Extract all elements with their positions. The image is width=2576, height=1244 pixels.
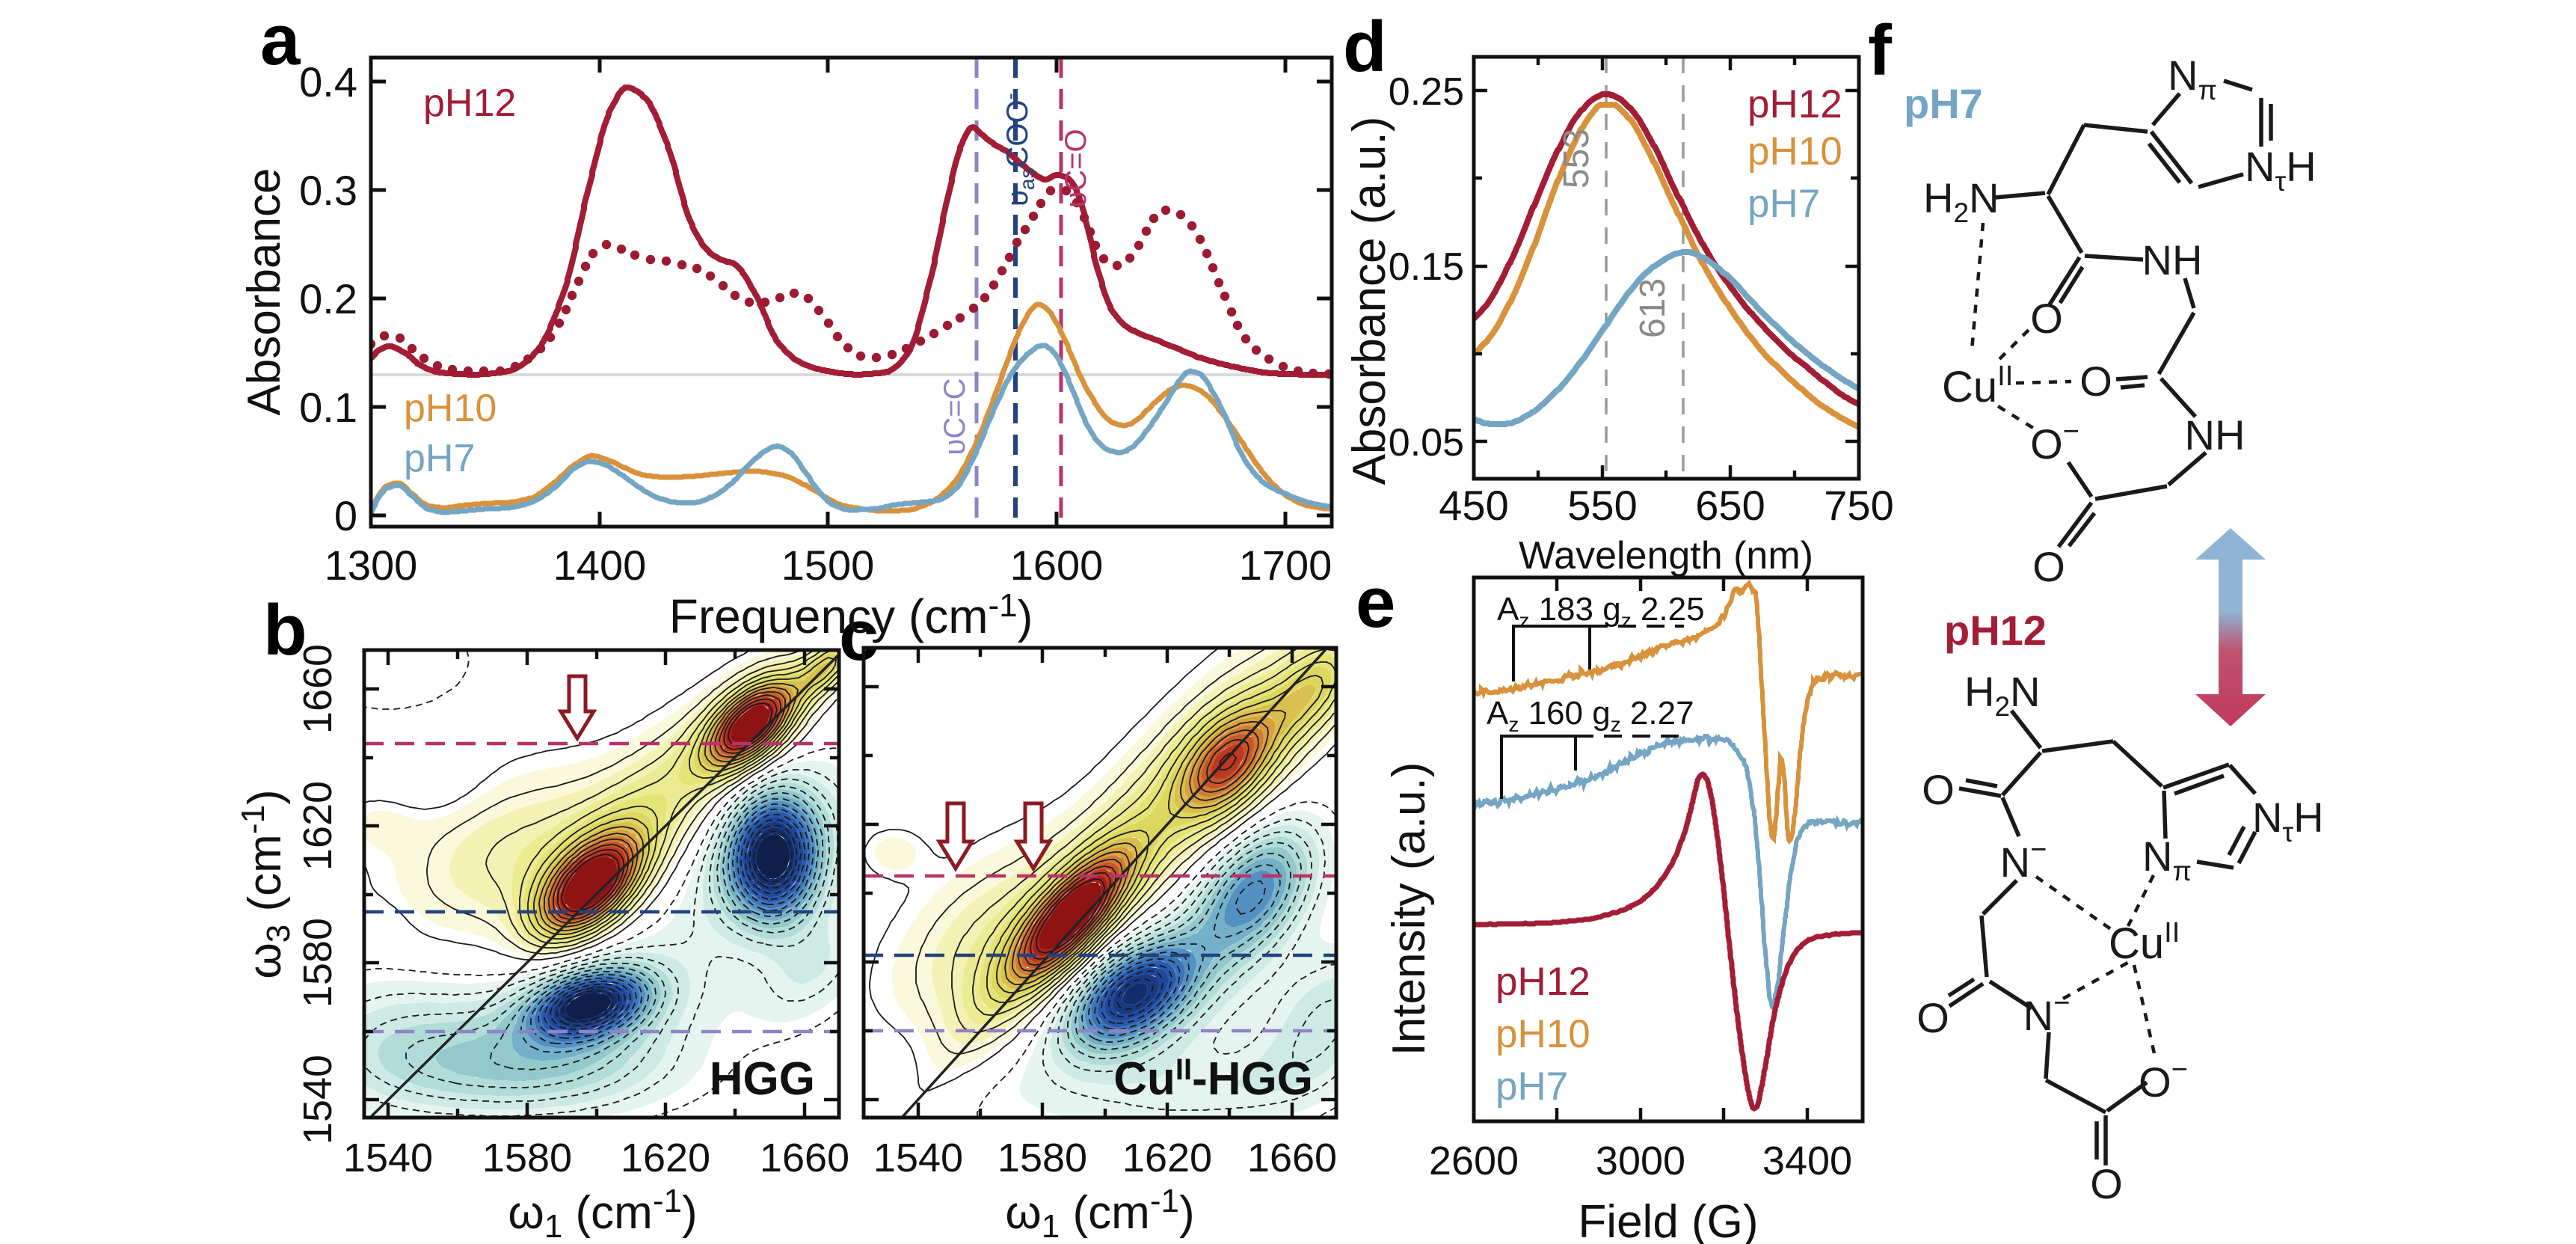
svg-text:pH12: pH12 [423, 82, 516, 125]
svg-text:O: O [2030, 295, 2063, 342]
svg-text:pH7: pH7 [1904, 80, 1983, 127]
svg-text:NH: NH [2142, 236, 2203, 284]
svg-text:0.1: 0.1 [299, 384, 357, 431]
svg-text:NτH: NτH [2245, 143, 2317, 197]
svg-text:pH10: pH10 [404, 387, 497, 430]
svg-text:1620: 1620 [1122, 1136, 1212, 1180]
svg-text:pH12: pH12 [1944, 607, 2047, 654]
svg-text:Az 183 gz 2.25: Az 183 gz 2.25 [1497, 591, 1705, 632]
svg-text:1500: 1500 [781, 542, 875, 589]
svg-text:Field (G): Field (G) [1578, 1196, 1758, 1244]
svg-text:3000: 3000 [1596, 1139, 1685, 1183]
svg-text:1620: 1620 [295, 781, 340, 871]
svg-text:750: 750 [1824, 482, 1893, 529]
svg-text:pH7: pH7 [1496, 1064, 1568, 1109]
svg-text:650: 650 [1695, 482, 1765, 529]
svg-text:0.05: 0.05 [1389, 421, 1464, 465]
svg-text:Absorbance: Absorbance [239, 168, 290, 416]
svg-text:1300: 1300 [325, 542, 418, 589]
svg-text:0.25: 0.25 [1389, 70, 1464, 114]
svg-text:1540: 1540 [873, 1136, 963, 1180]
svg-text:1540: 1540 [295, 1055, 340, 1145]
svg-text:a: a [260, 0, 301, 80]
svg-text:O: O [2032, 543, 2065, 590]
svg-text:0: 0 [334, 492, 357, 539]
svg-text:HGG: HGG [710, 1053, 815, 1105]
svg-text:CuII-HGG: CuII-HGG [1113, 1053, 1313, 1105]
svg-text:1400: 1400 [553, 542, 647, 589]
svg-text:c: c [839, 595, 879, 675]
svg-text:f: f [1868, 10, 1893, 91]
svg-text:1700: 1700 [1239, 542, 1332, 589]
svg-text:1620: 1620 [621, 1136, 710, 1180]
svg-text:O: O [2090, 1160, 2123, 1207]
svg-text:N−: N− [2023, 987, 2071, 1039]
svg-text:1580: 1580 [295, 918, 340, 1008]
svg-text:υC=O: υC=O [1060, 129, 1092, 207]
svg-text:pH12: pH12 [1496, 960, 1590, 1004]
svg-text:1660: 1660 [295, 644, 340, 734]
svg-text:1660: 1660 [1247, 1136, 1337, 1180]
svg-text:0.15: 0.15 [1389, 245, 1464, 289]
svg-text:553: 553 [1557, 129, 1596, 189]
svg-text:υasCOO-: υasCOO- [998, 93, 1039, 206]
svg-text:1580: 1580 [482, 1136, 572, 1180]
svg-text:b: b [263, 590, 307, 670]
svg-text:1660: 1660 [760, 1136, 849, 1180]
svg-text:Nπ: Nπ [2142, 833, 2192, 886]
svg-text:1540: 1540 [343, 1136, 433, 1180]
svg-text:Frequency (cm-1): Frequency (cm-1) [669, 587, 1033, 643]
svg-text:613: 613 [1633, 278, 1673, 338]
svg-text:550: 550 [1567, 482, 1637, 529]
svg-text:0.2: 0.2 [299, 275, 357, 322]
svg-text:Az 160 gz 2.27: Az 160 gz 2.27 [1487, 695, 1694, 736]
svg-text:1580: 1580 [997, 1136, 1087, 1180]
svg-text:450: 450 [1439, 482, 1508, 529]
svg-text:NH: NH [2185, 411, 2245, 459]
svg-text:d: d [1343, 7, 1387, 87]
svg-text:e: e [1356, 563, 1395, 643]
svg-text:υC=C: υC=C [938, 378, 971, 455]
svg-text:Wavelength (nm): Wavelength (nm) [1519, 534, 1813, 577]
svg-text:O: O [2079, 358, 2112, 405]
svg-text:H2N: H2N [1923, 174, 1999, 228]
svg-text:0.3: 0.3 [299, 167, 357, 214]
svg-text:pH12: pH12 [1747, 82, 1842, 126]
svg-text:pH10: pH10 [1496, 1012, 1590, 1056]
svg-text:Intensity (a.u.): Intensity (a.u.) [1383, 762, 1435, 1056]
svg-text:O: O [1916, 994, 1949, 1041]
svg-text:pH7: pH7 [1747, 182, 1820, 226]
svg-text:1600: 1600 [1010, 542, 1104, 589]
svg-text:O: O [1922, 766, 1955, 813]
svg-text:pH10: pH10 [1747, 129, 1842, 174]
svg-text:Absorbance (a.u.): Absorbance (a.u.) [1344, 117, 1395, 485]
svg-text:0.4: 0.4 [299, 58, 357, 105]
svg-text:pH7: pH7 [404, 437, 475, 480]
svg-text:3400: 3400 [1762, 1139, 1852, 1183]
svg-text:2600: 2600 [1429, 1139, 1519, 1183]
